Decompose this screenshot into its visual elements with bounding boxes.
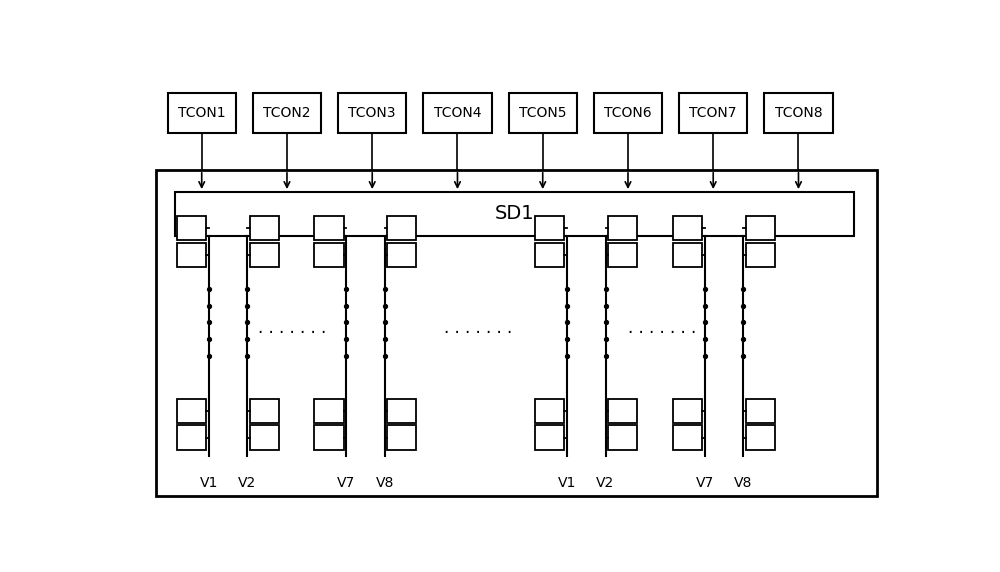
Bar [338, 93, 406, 133]
Bar [387, 426, 416, 450]
Text: V1: V1 [200, 476, 218, 490]
Bar [746, 426, 775, 450]
Bar [673, 426, 702, 450]
Text: SD1: SD1 [495, 204, 534, 224]
Bar [250, 399, 279, 423]
Text: TCON7: TCON7 [689, 106, 737, 120]
Text: · · · · · · ·: · · · · · · · [258, 324, 326, 342]
Bar [608, 399, 637, 423]
Bar [250, 426, 279, 450]
Bar [673, 216, 702, 240]
Bar [387, 216, 416, 240]
Text: TCON5: TCON5 [519, 106, 566, 120]
Bar [177, 243, 206, 267]
Text: V2: V2 [238, 476, 257, 490]
Bar [608, 426, 637, 450]
Bar [673, 243, 702, 267]
Bar [250, 216, 279, 240]
Bar [594, 93, 662, 133]
Bar [387, 243, 416, 267]
Bar [535, 216, 564, 240]
Bar [764, 93, 833, 133]
Bar [314, 426, 344, 450]
Bar [387, 399, 416, 423]
Bar [177, 399, 206, 423]
Text: V2: V2 [596, 476, 615, 490]
Bar [314, 243, 344, 267]
Text: TCON4: TCON4 [434, 106, 481, 120]
Text: V7: V7 [696, 476, 714, 490]
Bar [314, 216, 344, 240]
Bar [423, 93, 492, 133]
Bar [608, 216, 637, 240]
Text: V7: V7 [337, 476, 355, 490]
Bar [253, 93, 321, 133]
Bar [177, 216, 206, 240]
Text: · · · · · · ·: · · · · · · · [628, 324, 696, 342]
Bar [156, 170, 877, 496]
Text: V8: V8 [734, 476, 753, 490]
Bar [250, 243, 279, 267]
Text: TCON3: TCON3 [348, 106, 396, 120]
Text: V1: V1 [558, 476, 576, 490]
Bar [673, 399, 702, 423]
Text: TCON2: TCON2 [263, 106, 311, 120]
Bar [175, 192, 854, 236]
Bar [608, 243, 637, 267]
Text: TCON8: TCON8 [775, 106, 822, 120]
Text: TCON1: TCON1 [178, 106, 226, 120]
Text: TCON6: TCON6 [604, 106, 652, 120]
Bar [535, 399, 564, 423]
Text: V8: V8 [375, 476, 394, 490]
Bar [314, 399, 344, 423]
Bar [535, 426, 564, 450]
Bar [177, 426, 206, 450]
Bar [535, 243, 564, 267]
Bar [679, 93, 747, 133]
Bar [168, 93, 236, 133]
Bar [746, 243, 775, 267]
Bar [746, 216, 775, 240]
Text: · · · · · · ·: · · · · · · · [444, 324, 512, 342]
Bar [746, 399, 775, 423]
Bar [509, 93, 577, 133]
